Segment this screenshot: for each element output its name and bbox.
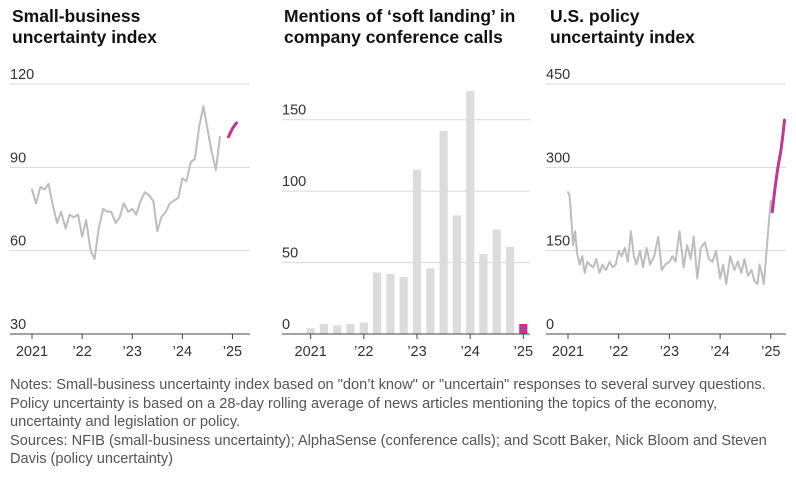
bar-1 bbox=[319, 324, 328, 334]
notes-block: Notes: Small-business uncertainty index … bbox=[10, 376, 790, 469]
bar-2 bbox=[333, 325, 342, 334]
x-tick-label: 2021 bbox=[295, 344, 327, 360]
series-line-latest bbox=[227, 121, 238, 139]
chart-title-small-business: Small-business uncertainty index bbox=[12, 6, 157, 47]
x-tick-label: ’25 bbox=[761, 344, 780, 360]
series-line-latest bbox=[770, 118, 786, 214]
bar-13 bbox=[479, 254, 488, 334]
y-tick-label: 60 bbox=[10, 234, 26, 250]
y-tick-label: 100 bbox=[282, 174, 306, 190]
y-tick-label: 450 bbox=[546, 67, 570, 83]
bar-11 bbox=[452, 215, 461, 334]
bar-0 bbox=[306, 328, 315, 334]
bar-9 bbox=[426, 268, 435, 334]
bar-16 bbox=[519, 324, 528, 334]
x-tick-label: ’22 bbox=[609, 344, 628, 360]
chart-title-policy: U.S. policy uncertainty index bbox=[550, 6, 695, 47]
x-tick-label: 2021 bbox=[552, 344, 584, 360]
bar-14 bbox=[492, 229, 501, 334]
bar-5 bbox=[373, 272, 382, 334]
x-tick-label: ’25 bbox=[223, 344, 242, 360]
bar-10 bbox=[439, 131, 448, 334]
x-tick-label: ’22 bbox=[354, 344, 373, 360]
x-tick-label: ’23 bbox=[123, 344, 142, 360]
bar-4 bbox=[359, 322, 368, 334]
y-tick-label: 120 bbox=[10, 67, 34, 83]
bar-6 bbox=[386, 274, 395, 334]
notes-text: Notes: Small-business uncertainty index … bbox=[10, 377, 766, 431]
x-tick-label: ’24 bbox=[173, 344, 192, 360]
bar-3 bbox=[346, 324, 355, 334]
bar-8 bbox=[412, 169, 422, 334]
y-tick-label: 90 bbox=[10, 150, 26, 166]
x-tick-label: ’23 bbox=[660, 344, 679, 360]
small-business-line-chart: 120 90 60 30 2021 ’22 ’23 ’24 ’25 bbox=[10, 67, 250, 360]
x-tick-label: ’25 bbox=[514, 344, 533, 360]
x-tick-label: ’24 bbox=[710, 344, 729, 360]
series-line-history bbox=[567, 191, 775, 285]
sources-text: Sources: NFIB (small-business uncertaint… bbox=[10, 432, 767, 468]
x-tick-label: ’24 bbox=[460, 344, 479, 360]
soft-landing-bar-chart: 150 100 50 0 2021 ’22 ’23 ’24 ’25 bbox=[282, 91, 533, 360]
y-tick-label: 50 bbox=[282, 246, 298, 262]
y-tick-label: 0 bbox=[546, 317, 554, 333]
x-tick-label: ’23 bbox=[407, 344, 426, 360]
y-tick-label: 300 bbox=[546, 150, 570, 166]
policy-uncertainty-line-chart: 450 300 150 0 2021 ’22 ’23 ’24 ’25 bbox=[546, 67, 786, 360]
y-tick-label: 30 bbox=[10, 317, 26, 333]
bar-7 bbox=[399, 276, 408, 334]
chart-title-soft-landing: Mentions of ‘soft landing’ in company co… bbox=[284, 6, 516, 47]
y-tick-label: 150 bbox=[282, 103, 306, 119]
x-tick-label: ’22 bbox=[72, 344, 91, 360]
x-tick-label: 2021 bbox=[16, 344, 48, 360]
bar-12 bbox=[466, 91, 475, 334]
series-line-history bbox=[31, 105, 221, 260]
bar-15 bbox=[505, 246, 515, 334]
y-tick-label: 150 bbox=[546, 234, 570, 250]
y-tick-label: 0 bbox=[282, 317, 290, 333]
